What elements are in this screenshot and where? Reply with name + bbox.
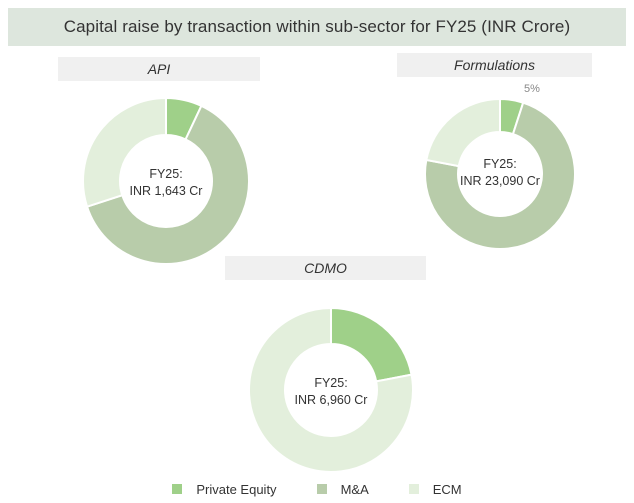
legend-ecm-label: ECM <box>432 481 462 497</box>
cdmo-center-line2: INR 6,960 Cr <box>295 393 368 407</box>
api-center-line1: FY25: <box>149 167 182 181</box>
formulations-pe-pct-label: 5% <box>524 83 540 95</box>
formulations-slice-ecm <box>425 97 501 168</box>
cdmo-slice-private-equity <box>330 306 413 383</box>
ecm-swatch <box>408 484 419 494</box>
api-center-line2: INR 1,643 Cr <box>130 184 203 198</box>
cdmo-donut-chart: FY25: INR 6,960 Cr <box>248 306 414 473</box>
ma-swatch <box>316 484 327 494</box>
cdmo-center-line1: FY25: <box>314 376 347 390</box>
formulations-center-line1: FY25: <box>483 157 516 171</box>
chart-legend: Private Equity M&A ECM <box>0 480 634 498</box>
api-slice-ecm <box>82 96 167 208</box>
cdmo-panel-label: CDMO <box>225 256 426 280</box>
formulations-slice-ma <box>424 101 576 250</box>
formulations-panel-label: Formulations <box>397 53 592 77</box>
private-equity-swatch <box>172 484 183 494</box>
legend-private-equity-label: Private Equity <box>196 481 277 497</box>
chart-title: Capital raise by transaction within sub-… <box>8 8 626 46</box>
legend-ecm: ECM <box>408 481 462 497</box>
api-slice-ma <box>85 104 250 265</box>
legend-ma: M&A <box>316 481 369 497</box>
formulations-donut-chart: 5% FY25: INR 23,090 Cr <box>424 83 576 250</box>
cdmo-slice-ecm <box>248 306 414 473</box>
api-panel-label: API <box>58 57 260 81</box>
legend-private-equity: Private Equity <box>172 481 277 497</box>
legend-ma-label: M&A <box>340 481 369 497</box>
api-donut-chart: FY25: INR 1,643 Cr <box>82 96 250 265</box>
formulations-center-line2: INR 23,090 Cr <box>460 174 540 188</box>
